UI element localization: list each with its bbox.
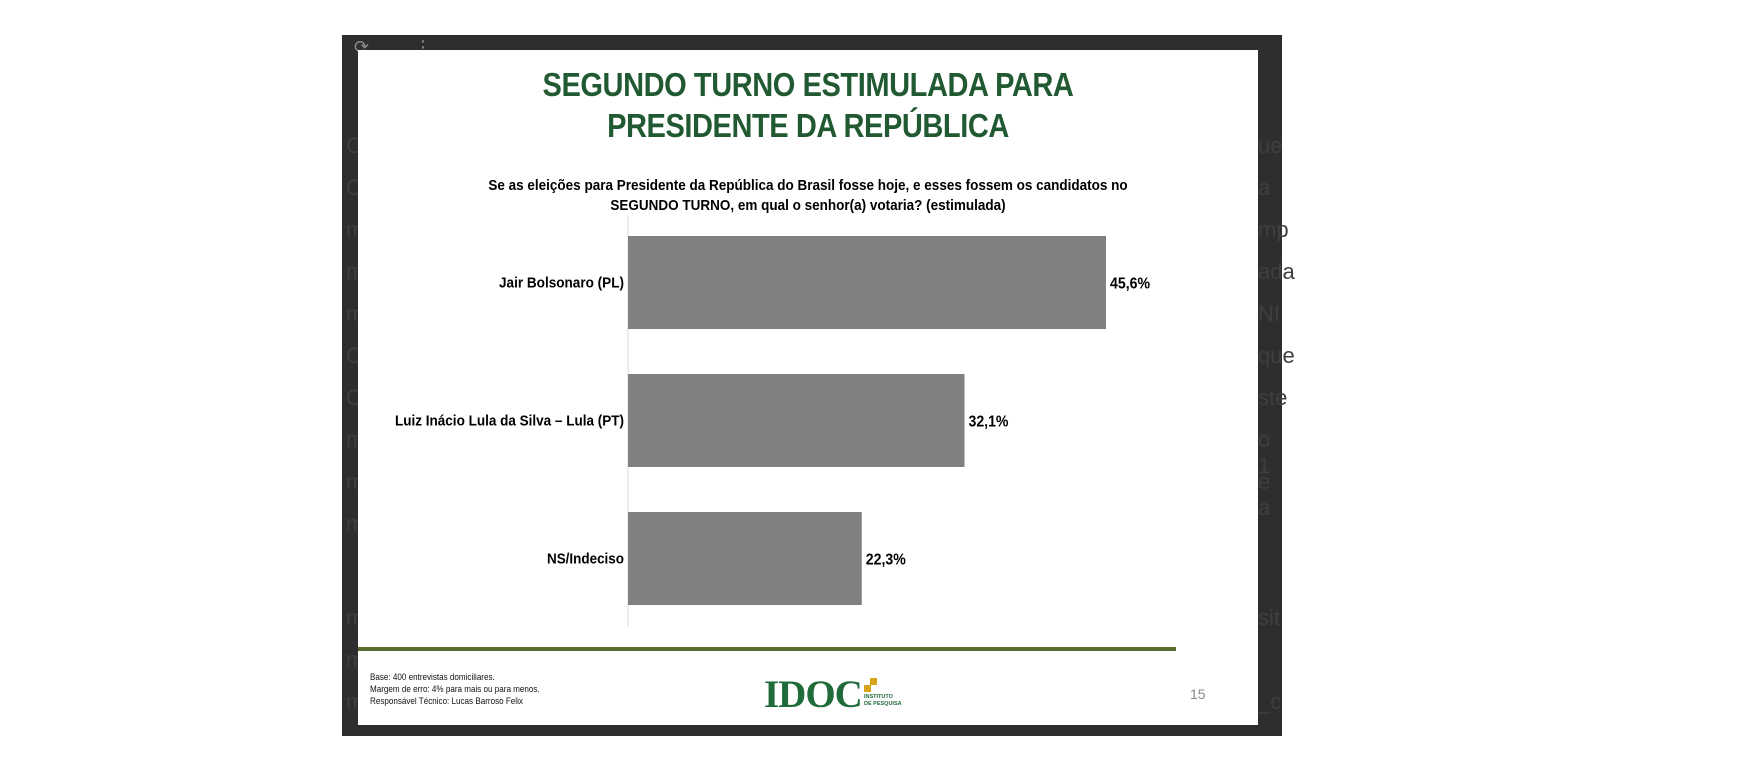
background-text-right: _c xyxy=(1258,689,1282,714)
background-text-right: NI xyxy=(1258,301,1280,326)
background-text-right: que xyxy=(1258,343,1295,368)
presentation-slide: SEGUNDO TURNO ESTIMULADA PARA PRESIDENTE… xyxy=(358,50,1258,725)
category-label-2: NS/Indeciso xyxy=(547,551,624,568)
slide-title-line-1: SEGUNDO TURNO ESTIMULADA PARA xyxy=(542,66,1074,103)
logo-subtitle-line-2: DE PESQUISA xyxy=(864,701,902,707)
background-text-right: a xyxy=(1258,175,1271,200)
category-label-0: Jair Bolsonaro (PL) xyxy=(499,275,624,292)
background-text-right: mp xyxy=(1258,217,1289,242)
background-text-right: sit xyxy=(1258,605,1280,630)
background-text-right: ste xyxy=(1258,385,1288,410)
background-text-right: e a xyxy=(1258,469,1271,520)
bar-chart: Jair Bolsonaro (PL) 45,6% Luiz Inácio Lula… xyxy=(395,215,1150,627)
value-label-1: 32,1% xyxy=(968,414,1008,431)
background-text-left: C xyxy=(346,343,362,368)
survey-question-line-2: SEGUNDO TURNO, em qual o senhor(a) votar… xyxy=(610,197,1006,214)
slide-page-number: 15 xyxy=(1190,686,1206,702)
category-label-1: Luiz Inácio Lula da Silva – Lula (PT) xyxy=(395,413,624,430)
bar-2 xyxy=(628,512,862,605)
background-text-right: o 1 xyxy=(1258,427,1271,478)
survey-question: Se as eleições para Presidente da Repúbl… xyxy=(358,176,1258,216)
survey-question-line-1: Se as eleições para Presidente da Repúbl… xyxy=(488,177,1128,194)
background-text-left: C xyxy=(346,133,362,158)
bar-1 xyxy=(628,374,965,467)
methodology-notes: Base: 400 entrevistas domiciliares. Marg… xyxy=(370,672,570,708)
logo-squares-icon xyxy=(864,678,877,692)
logo-wordmark: IDOC xyxy=(764,673,863,716)
slide-title-line-2: PRESIDENTE DA REPÚBLICA xyxy=(607,107,1009,144)
footer-divider xyxy=(358,647,1176,651)
background-text-right: ada xyxy=(1258,259,1295,284)
note-margin-of-error: Margem de erro: 4% para mais ou para men… xyxy=(370,684,540,695)
logo-subtitle-line-1: INSTITUTO xyxy=(864,694,893,700)
background-text-right: ue xyxy=(1258,133,1283,158)
background-text-left: C xyxy=(346,385,362,410)
value-label-0: 45,6% xyxy=(1110,276,1150,293)
value-label-2: 22,3% xyxy=(866,552,906,569)
note-base: Base: 400 entrevistas domiciliares. xyxy=(370,672,495,683)
slide-title: SEGUNDO TURNO ESTIMULADA PARA PRESIDENTE… xyxy=(358,64,1258,146)
background-text-left: C xyxy=(346,175,362,200)
bar-0 xyxy=(628,236,1106,329)
logo-subtitle: INSTITUTO DE PESQUISA xyxy=(864,694,902,708)
note-technical-responsible: Responsável Técnico: Lucas Barroso Felix xyxy=(370,696,523,707)
idoc-logo: IDOC INSTITUTO DE PESQUISA xyxy=(764,675,904,715)
